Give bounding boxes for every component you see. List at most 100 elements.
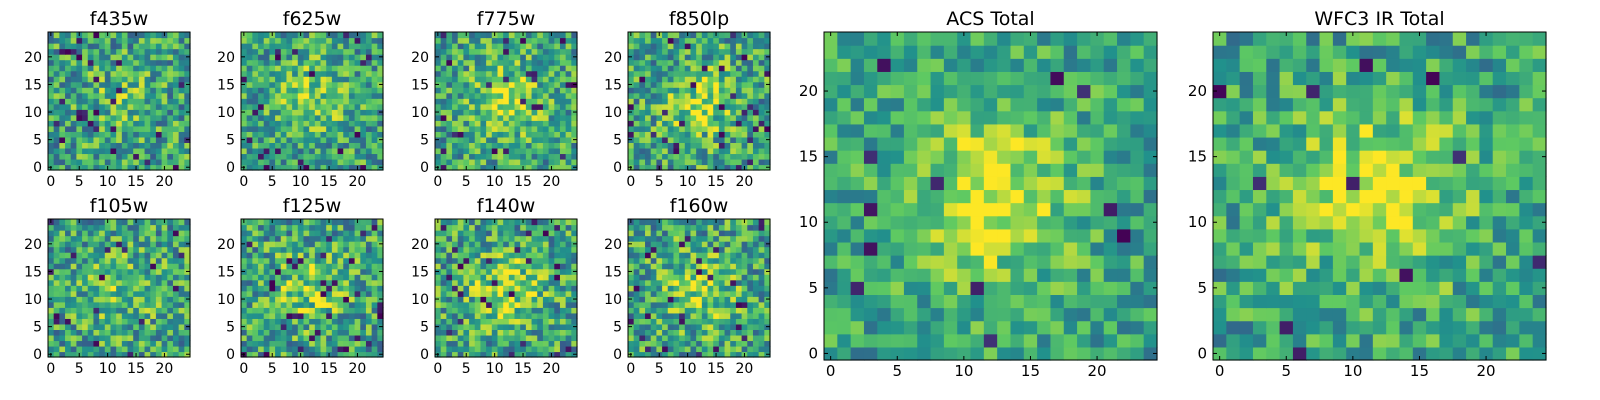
heatmap-cell (110, 109, 117, 116)
heatmap-cell (673, 279, 680, 286)
x-tick-label: 5 (75, 174, 84, 190)
heatmap-cell (99, 48, 106, 55)
heatmap-cell (667, 158, 675, 166)
heatmap-cell (59, 307, 66, 314)
heatmap-cell (286, 318, 293, 325)
heatmap-cell (59, 241, 66, 248)
heatmap-cell (491, 147, 499, 155)
heatmap-cell (684, 37, 692, 44)
heatmap-cell (269, 158, 276, 166)
heatmap-cell (116, 318, 123, 325)
heatmap-cell (508, 290, 516, 297)
heatmap-cell (679, 125, 686, 132)
heatmap-cell (673, 92, 680, 99)
heatmap-cell (246, 153, 253, 160)
heatmap-cell (70, 351, 77, 358)
heatmap-cell (252, 246, 259, 253)
heatmap-cell (508, 323, 516, 330)
heatmap-cell (99, 114, 106, 121)
heatmap-cell (508, 241, 516, 248)
heatmap-cell (508, 312, 516, 319)
heatmap-cell (320, 70, 327, 77)
heatmap-cell (497, 120, 504, 127)
heatmap-cell (508, 252, 516, 259)
heatmap-cell (314, 32, 322, 39)
x-tick-label: 20 (543, 174, 561, 190)
heatmap-cell (144, 246, 151, 253)
heatmap-cell (326, 92, 333, 99)
heatmap-cell (463, 252, 470, 259)
heatmap-cell (280, 87, 288, 94)
heatmap-cell (167, 323, 174, 330)
heatmap-cell (365, 296, 373, 303)
heatmap-cell (354, 274, 361, 281)
heatmap-cell (167, 158, 174, 166)
heatmap-cell (497, 235, 504, 242)
heatmap-cell (758, 81, 765, 88)
heatmap-cell (297, 257, 305, 264)
heatmap-cell (326, 246, 333, 253)
heatmap-cell (480, 252, 487, 259)
heatmap-cell (503, 268, 510, 275)
heatmap-cell (144, 164, 151, 171)
heatmap-cell (150, 312, 157, 319)
heatmap-cell (320, 147, 327, 155)
heatmap-cell (82, 285, 89, 292)
heatmap-cell (548, 87, 555, 94)
heatmap-cell (679, 43, 686, 50)
heatmap-cell (65, 81, 72, 88)
heatmap-cell (144, 65, 151, 72)
heatmap-cell (320, 32, 327, 39)
heatmap-cell (127, 109, 134, 116)
heatmap-cell (718, 142, 726, 149)
heatmap-cell (82, 114, 89, 121)
heatmap-cell (457, 37, 464, 44)
heatmap-cell (360, 323, 367, 330)
heatmap-cell (246, 114, 253, 121)
heatmap-cell (371, 285, 378, 292)
heatmap-cell (246, 48, 253, 55)
heatmap-cell (520, 142, 527, 149)
heatmap-cell (93, 224, 100, 231)
heatmap-cell (354, 70, 361, 77)
heatmap-cell (735, 125, 743, 132)
heatmap-cell (747, 345, 754, 353)
heatmap-cell (65, 235, 72, 242)
heatmap-cell (718, 318, 726, 325)
heatmap-cell (269, 279, 276, 286)
heatmap-cell (133, 334, 140, 342)
heatmap-cell (178, 87, 185, 94)
heatmap-cell (440, 241, 447, 248)
heatmap-cell (161, 87, 168, 94)
heatmap-cell (320, 76, 327, 83)
heatmap-cell (628, 285, 635, 292)
heatmap-cell (520, 230, 527, 237)
heatmap-cell (469, 65, 476, 72)
heatmap-cell (99, 43, 106, 50)
heatmap-cell (172, 252, 180, 259)
heatmap-cell (645, 329, 652, 336)
heatmap-cell (116, 65, 123, 72)
heatmap-cell (252, 158, 259, 166)
heatmap-cell (457, 109, 464, 116)
heatmap-cell (59, 65, 66, 72)
heatmap-cell (331, 285, 339, 292)
heatmap-cell (696, 76, 703, 83)
heatmap-cell (286, 274, 293, 281)
heatmap-cell (87, 142, 95, 149)
heatmap-cell (343, 230, 350, 237)
heatmap-cell (82, 48, 89, 55)
heatmap-cell (314, 274, 322, 281)
heatmap-cell (326, 43, 333, 50)
heatmap-cell (172, 87, 180, 94)
heatmap-cell (758, 125, 765, 132)
heatmap-cell (292, 351, 299, 358)
heatmap-cell (673, 329, 680, 336)
heatmap-cell (269, 257, 276, 264)
heatmap-cell (452, 109, 459, 116)
heatmap-cell (452, 224, 459, 231)
heatmap-cell (76, 340, 83, 347)
heatmap-cell (348, 224, 356, 231)
heatmap-cell (520, 48, 527, 55)
heatmap-cell (93, 334, 100, 342)
